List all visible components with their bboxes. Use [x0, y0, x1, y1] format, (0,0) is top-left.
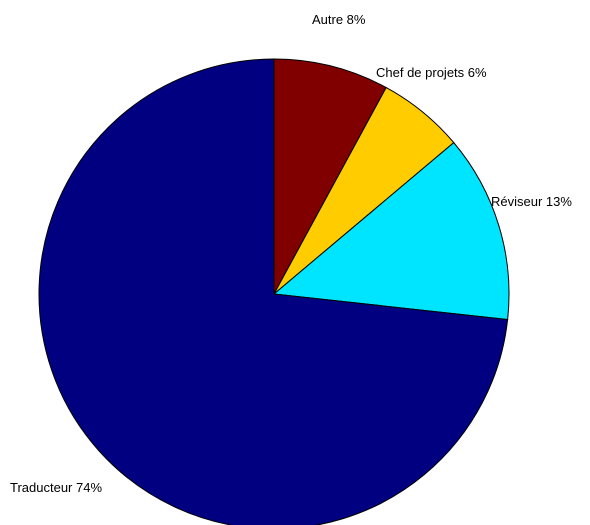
pie-slice-label-2: Réviseur 13%	[491, 194, 572, 209]
pie-slice-3	[38, 58, 509, 525]
pie-slice-2	[272, 141, 510, 321]
pie-slice-label-0: Autre 8%	[312, 12, 366, 27]
pie-slice-label-3: Traducteur 74%	[10, 480, 102, 495]
pie-slice-0	[273, 58, 387, 295]
pie-labels: Autre 8% Chef de projets 6% Réviseur 13% Tr…	[10, 12, 572, 495]
pie-slices	[38, 58, 510, 525]
pie-slice-label-1: Chef de projets 6%	[376, 65, 487, 80]
